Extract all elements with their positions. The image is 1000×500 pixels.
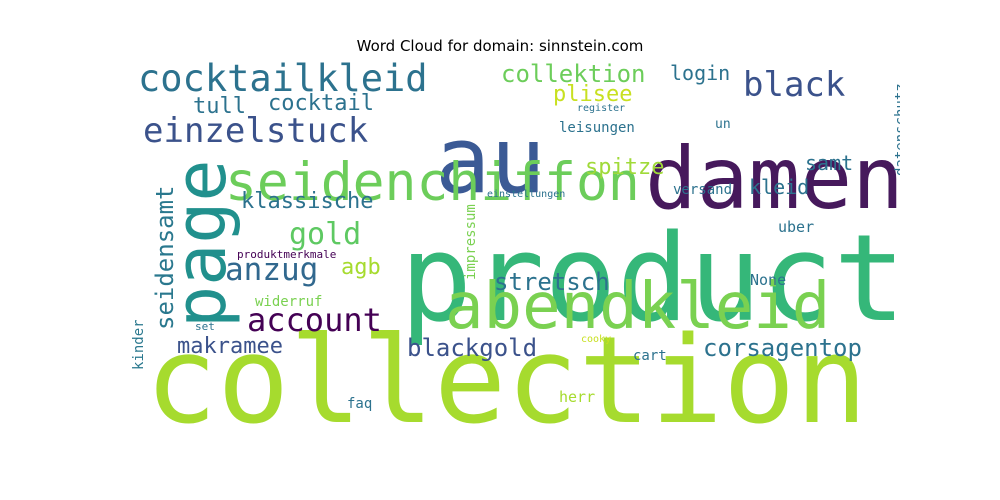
word-tull: tull <box>193 94 246 119</box>
word-gold: gold <box>289 217 361 252</box>
word-datenschutz: datenschutz <box>893 83 900 176</box>
word-cart: cart <box>633 348 667 364</box>
word-spitze: spitze <box>585 155 664 180</box>
word-abendkleid: abendkleid <box>445 270 830 344</box>
word-cocktailkleid: cocktailkleid <box>138 60 428 100</box>
word-makramee: makramee <box>177 334 283 359</box>
word-kleid: kleid <box>749 175 809 199</box>
word-damen: damen <box>645 129 900 229</box>
word-un: un <box>715 117 731 132</box>
word-leisungen: leisungen <box>559 120 635 136</box>
word-collection: collection <box>145 312 867 440</box>
word-collektion: collektion <box>501 60 646 88</box>
word-plisee: plisee <box>553 82 632 107</box>
word-seidensamt: seidensamt <box>151 186 179 331</box>
word-klassische: klassische <box>241 189 373 214</box>
word-set: set <box>195 320 215 333</box>
word-blackgold: blackgold <box>407 334 537 362</box>
word-login: login <box>670 61 730 85</box>
word-none: None <box>750 271 786 289</box>
word-cocktail: cocktail <box>268 91 374 116</box>
word-page: page <box>160 159 242 328</box>
word-anzug: anzug <box>225 252 318 288</box>
word-product: product <box>400 210 900 349</box>
word-einzelstuck: einzelstuck <box>143 111 368 151</box>
word-widerruf: widerruf <box>255 294 322 310</box>
word-agb: agb <box>341 255 381 280</box>
word-versand: versand <box>673 182 732 198</box>
word-stretsch: stretsch <box>494 268 610 296</box>
word-kinder: kinder <box>131 319 147 370</box>
word-cooky: cooky <box>581 334 611 345</box>
word-seidenchiffon: seidenchiffon <box>225 152 640 213</box>
word-samt: samt <box>805 151 853 175</box>
word-herr: herr <box>559 388 595 406</box>
word-faq: faq <box>347 396 372 412</box>
word-account: account <box>247 301 382 339</box>
word-einstellungen: einstellungen <box>487 189 565 200</box>
word-au: au <box>435 107 546 214</box>
word-corsagentop: corsagentop <box>703 334 862 362</box>
word-black: black <box>743 65 845 105</box>
word-uber: uber <box>778 218 814 236</box>
chart-title: Word Cloud for domain: sinnstein.com <box>356 37 644 55</box>
word-register: register <box>577 103 625 114</box>
word-produktmerkmale: produktmerkmale <box>237 248 336 261</box>
word-impressum: impressum <box>463 204 479 280</box>
